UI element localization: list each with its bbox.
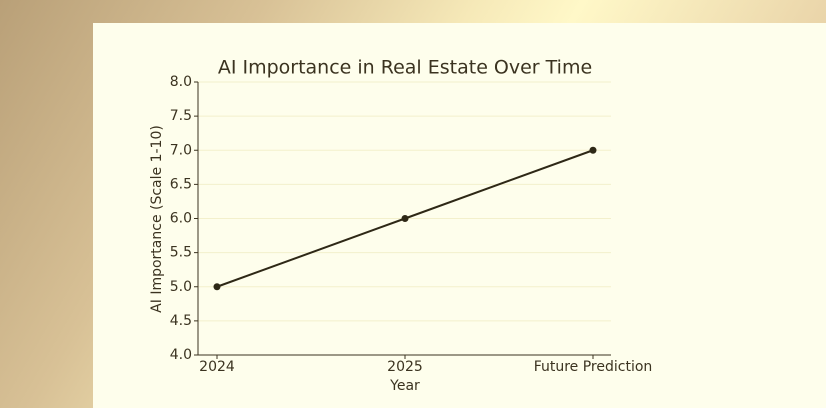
- y-tick-label: 7.0: [170, 142, 192, 158]
- y-axis-label: AI Importance (Scale 1-10): [149, 125, 165, 313]
- x-tick-label: 2025: [387, 359, 423, 375]
- chart-title: AI Importance in Real Estate Over Time: [218, 57, 592, 79]
- y-tick-label: 5.0: [170, 279, 192, 295]
- y-tick-label: 4.0: [170, 347, 192, 363]
- y-tick-label: 4.5: [170, 313, 192, 329]
- point: [401, 215, 409, 222]
- y-tick-label: 5.5: [170, 245, 192, 261]
- panel: [93, 23, 826, 408]
- y-tick-label: 6.5: [170, 176, 192, 192]
- point: [589, 146, 597, 154]
- x-axis-label: Year: [389, 378, 420, 394]
- y-tick-label: 6.0: [170, 211, 192, 227]
- y-tick-label: 7.5: [170, 108, 192, 124]
- point: [213, 283, 221, 291]
- x-tick-label: 2024: [199, 359, 235, 375]
- x-tick-label: Future Prediction: [534, 359, 653, 375]
- y-tick-label: 8.0: [170, 74, 192, 90]
